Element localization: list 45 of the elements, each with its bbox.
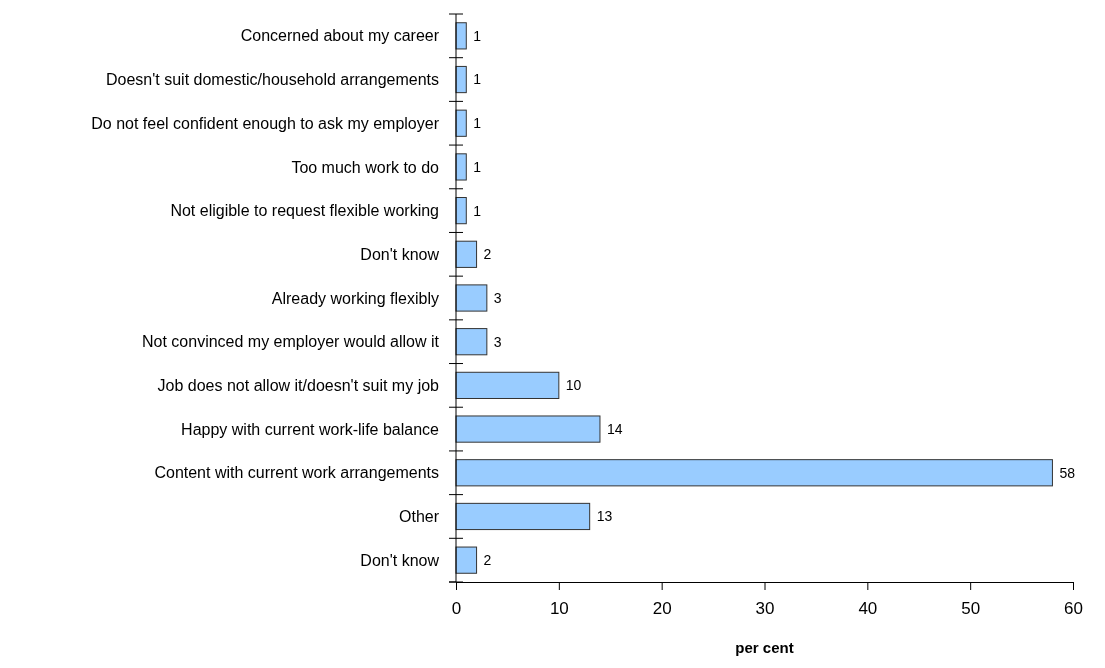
y-tick-label: Happy with current work-life balance bbox=[181, 420, 440, 438]
bar bbox=[455, 328, 488, 356]
data-label: 2 bbox=[483, 552, 492, 569]
y-tick-label: Job does not allow it/doesn't suit my job bbox=[157, 376, 440, 394]
y-tick-label: Concerned about my career bbox=[240, 27, 440, 45]
bar bbox=[455, 22, 467, 50]
y-tick-label: Don't know bbox=[360, 245, 440, 263]
bar bbox=[455, 109, 467, 137]
bar bbox=[455, 459, 1053, 487]
x-tick-label: 60 bbox=[1064, 599, 1083, 619]
data-label: 2 bbox=[483, 246, 492, 263]
x-tick-label: 0 bbox=[451, 599, 462, 619]
bar bbox=[455, 415, 601, 443]
data-label: 1 bbox=[473, 27, 482, 44]
y-tick-label: Other bbox=[398, 508, 440, 526]
data-label: 14 bbox=[606, 420, 623, 437]
bar bbox=[455, 371, 560, 399]
bar bbox=[455, 502, 591, 531]
x-tick-label: 10 bbox=[549, 599, 569, 619]
bar bbox=[455, 240, 478, 268]
data-label: 1 bbox=[473, 71, 482, 88]
bar bbox=[455, 284, 488, 312]
x-tick-label: 40 bbox=[858, 599, 878, 619]
y-tick-label: Too much work to do bbox=[291, 158, 440, 176]
y-tick-label: Do not feel confident enough to ask my employer bbox=[91, 114, 440, 132]
data-label: 10 bbox=[565, 377, 582, 394]
y-tick-label: Doesn't suit domestic/household arrangements bbox=[105, 71, 439, 89]
x-tick-label: 20 bbox=[652, 599, 672, 619]
y-tick-label: Content with current work arrangements bbox=[154, 464, 439, 482]
bar bbox=[455, 546, 478, 574]
x-tick-label: 30 bbox=[755, 599, 775, 619]
bar bbox=[455, 153, 467, 181]
y-tick-label: Already working flexibly bbox=[271, 289, 439, 307]
data-label: 58 bbox=[1059, 464, 1076, 481]
y-tick-label: Not eligible to request flexible working bbox=[170, 202, 439, 220]
data-label: 13 bbox=[596, 508, 613, 525]
x-tick-label: 50 bbox=[961, 599, 981, 619]
y-tick-label: Don't know bbox=[360, 551, 440, 569]
data-label: 3 bbox=[493, 289, 502, 306]
data-label: 1 bbox=[473, 158, 482, 175]
data-label: 1 bbox=[473, 202, 482, 219]
x-axis-title: per cent bbox=[735, 639, 794, 656]
data-label: 1 bbox=[473, 115, 482, 132]
data-label: 3 bbox=[493, 333, 502, 350]
y-tick-label: Not convinced my employer would allow it bbox=[141, 333, 440, 351]
